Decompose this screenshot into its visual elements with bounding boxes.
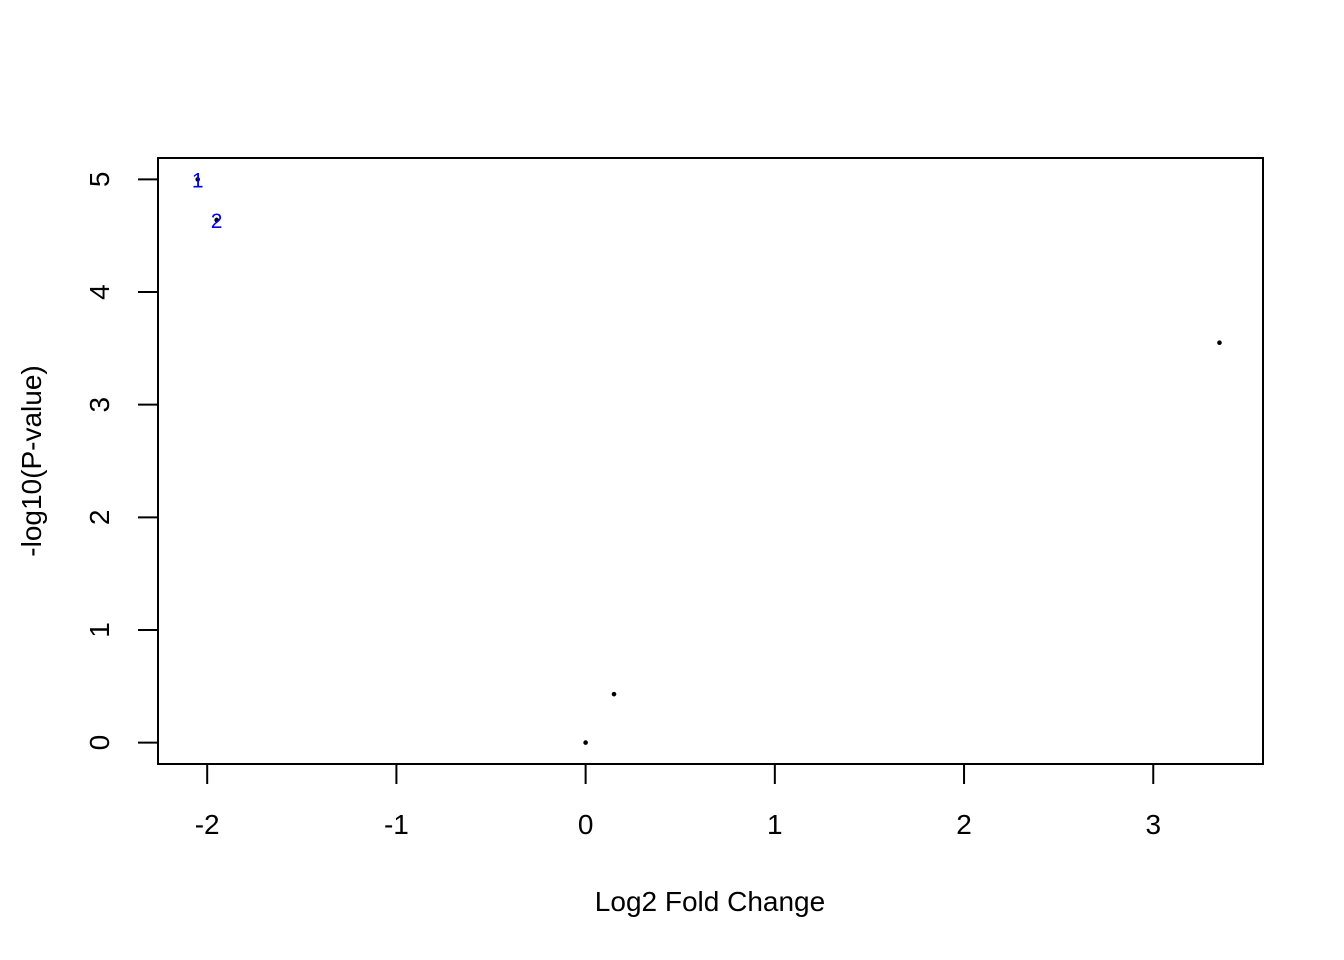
y-tick-label: 1	[84, 622, 115, 638]
data-points: 12	[192, 169, 1222, 745]
data-point	[611, 691, 617, 697]
x-tick-label: -2	[195, 809, 220, 840]
data-point	[195, 177, 201, 182]
y-axis: 0 1 2 3 4 5	[84, 172, 159, 751]
data-point	[214, 217, 219, 223]
x-axis-title: Log2 Fold Change	[595, 886, 825, 917]
x-tick-label: 3	[1145, 809, 1161, 840]
data-point	[1217, 340, 1222, 346]
y-axis-title: -log10(P-value)	[16, 365, 47, 556]
x-tick-label: 1	[767, 809, 783, 840]
data-point-label: 1	[192, 169, 204, 192]
y-tick-label: 0	[84, 735, 115, 751]
x-axis: -2 -1 0 1 2 3	[195, 763, 1161, 840]
y-tick-label: 4	[84, 284, 115, 300]
data-point-label: 2	[211, 210, 223, 233]
y-tick-label: 2	[84, 510, 115, 526]
x-tick-label: 0	[578, 809, 594, 840]
x-tick-label: 2	[956, 809, 972, 840]
data-point	[583, 740, 588, 745]
x-tick-label: -1	[384, 809, 409, 840]
y-tick-label: 5	[84, 172, 115, 188]
y-tick-label: 3	[84, 397, 115, 413]
plot-frame	[157, 157, 1264, 765]
